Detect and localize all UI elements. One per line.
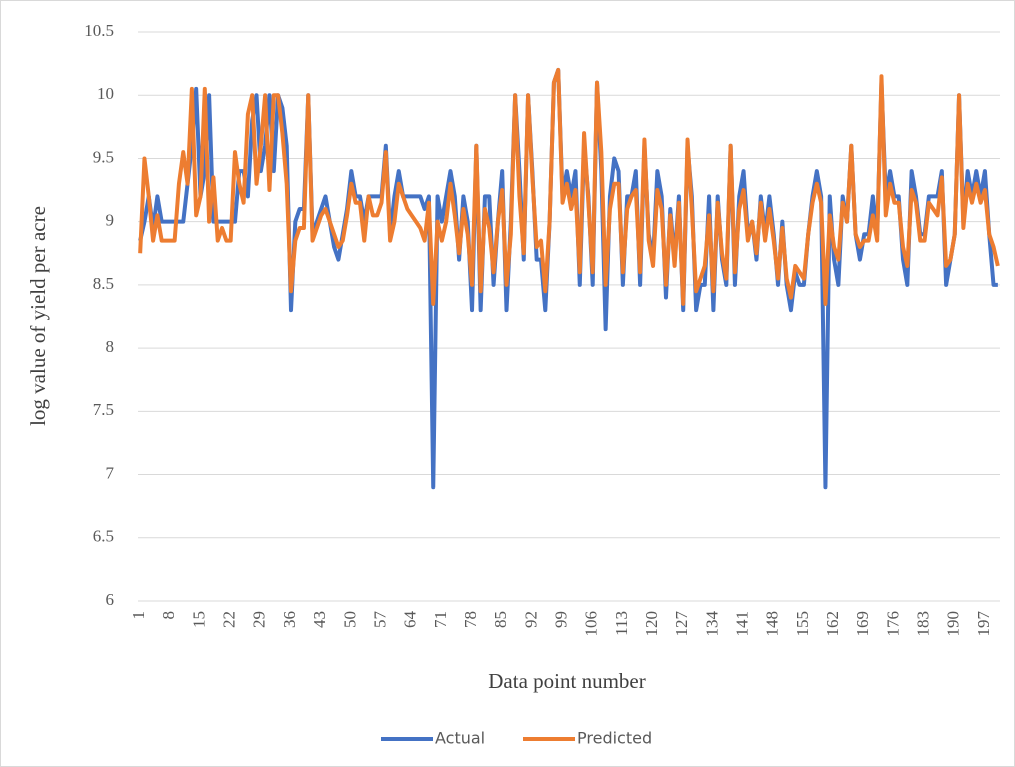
- x-tick-label: 155: [793, 611, 812, 637]
- x-tick-label: 29: [250, 611, 269, 628]
- y-tick-label: 8: [106, 337, 115, 356]
- x-tick-label: 15: [189, 611, 208, 628]
- x-tick-label: 162: [823, 611, 842, 637]
- y-tick-label: 6: [106, 590, 115, 609]
- x-tick-label: 120: [642, 611, 661, 637]
- x-tick-label: 64: [401, 611, 420, 629]
- legend-label: Predicted: [577, 729, 652, 748]
- x-tick-label: 148: [763, 611, 782, 637]
- y-tick-label: 8.5: [93, 274, 114, 293]
- x-tick-label: 190: [944, 611, 963, 637]
- x-tick-label: 57: [370, 611, 389, 629]
- legend-label: Actual: [435, 729, 485, 748]
- x-tick-label: 106: [582, 611, 601, 637]
- y-tick-label: 10: [97, 84, 114, 103]
- y-tick-label: 6.5: [93, 527, 114, 546]
- x-tick-label: 85: [491, 611, 510, 628]
- x-tick-label: 134: [702, 611, 721, 637]
- x-tick-label: 141: [732, 611, 751, 637]
- x-tick-label: 71: [431, 611, 450, 628]
- x-tick-label: 92: [521, 611, 540, 628]
- x-tick-label: 183: [913, 611, 932, 637]
- x-tick-label: 22: [220, 611, 239, 628]
- x-tick-label: 197: [974, 611, 993, 637]
- y-tick-label: 9.5: [93, 147, 114, 166]
- x-tick-label: 99: [551, 611, 570, 628]
- x-tick-label: 127: [672, 611, 691, 637]
- series-line: [138, 67, 1000, 306]
- x-axis-title: Data point number: [488, 669, 645, 693]
- y-axis-title: log value of yield per acre: [26, 206, 50, 426]
- x-tick-label: 113: [612, 611, 631, 636]
- x-tick-label: 43: [310, 611, 329, 628]
- x-tick-label: 78: [461, 611, 480, 628]
- y-tick-label: 7.5: [93, 400, 114, 419]
- x-tick-label: 1: [129, 611, 148, 620]
- y-tick-label: 7: [106, 463, 115, 482]
- x-tick-label: 169: [853, 611, 872, 637]
- x-tick-label: 176: [883, 611, 902, 637]
- y-tick-label: 9: [106, 211, 115, 230]
- x-tick-label: 8: [159, 611, 178, 620]
- y-tick-label: 10.5: [84, 21, 114, 40]
- x-tick-label: 50: [340, 611, 359, 628]
- x-tick-label: 36: [280, 611, 299, 628]
